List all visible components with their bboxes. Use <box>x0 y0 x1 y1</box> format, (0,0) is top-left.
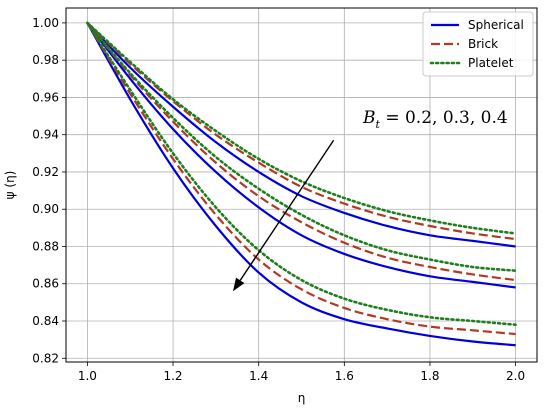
y-tick-label: 0.94 <box>32 128 59 142</box>
series-line-brick <box>86 22 516 282</box>
x-tick-label: 1.8 <box>420 369 439 383</box>
x-tick-label: 1.4 <box>249 369 268 383</box>
x-tick-label: 1.6 <box>335 369 354 383</box>
series-line-spherical <box>86 22 516 289</box>
y-tick-label: 0.96 <box>32 90 59 104</box>
series-line-platelet <box>86 21 517 273</box>
x-tick-label: 1.0 <box>78 369 97 383</box>
legend: Spherical Brick Platelet <box>422 11 534 77</box>
legend-label-platelet: Platelet <box>468 56 514 70</box>
x-tick-label: 2.0 <box>506 369 525 383</box>
plot-frame <box>65 7 538 363</box>
annotation-text: Bt = 0.2, 0.3, 0.4 <box>362 108 508 131</box>
x-axis-label: η <box>298 391 306 405</box>
x-tick-label: 1.2 <box>163 369 182 383</box>
y-tick-label: 0.82 <box>32 351 59 365</box>
legend-label-spherical: Spherical <box>468 18 524 32</box>
y-tick-label: 0.92 <box>32 165 59 179</box>
legend-box <box>422 11 534 77</box>
arrow-head <box>232 277 245 292</box>
y-axis-label: ψ (η) <box>3 171 17 200</box>
arrow-shaft <box>239 139 335 281</box>
series-line-spherical <box>86 22 516 248</box>
series-lines <box>86 21 517 347</box>
y-tick-label: 0.98 <box>32 53 59 67</box>
y-tick-label: 0.86 <box>32 277 59 291</box>
y-tick-label: 0.84 <box>32 314 59 328</box>
legend-label-brick: Brick <box>468 37 498 51</box>
series-line-spherical <box>86 22 516 347</box>
y-tick-label: 1.00 <box>32 16 59 30</box>
annotation: Bt = 0.2, 0.3, 0.4 <box>232 108 508 292</box>
y-tick-label: 0.88 <box>32 239 59 253</box>
series-line-platelet <box>86 21 517 235</box>
y-tick-label: 0.90 <box>32 202 59 216</box>
series-line-brick <box>86 22 516 241</box>
series-line-platelet <box>86 21 517 327</box>
axis-ticks: 1.0 1.2 1.4 1.6 1.8 2.0 0.82 0.84 0.86 0.88 0.90 0.… <box>32 16 525 383</box>
series-line-brick <box>86 22 516 336</box>
